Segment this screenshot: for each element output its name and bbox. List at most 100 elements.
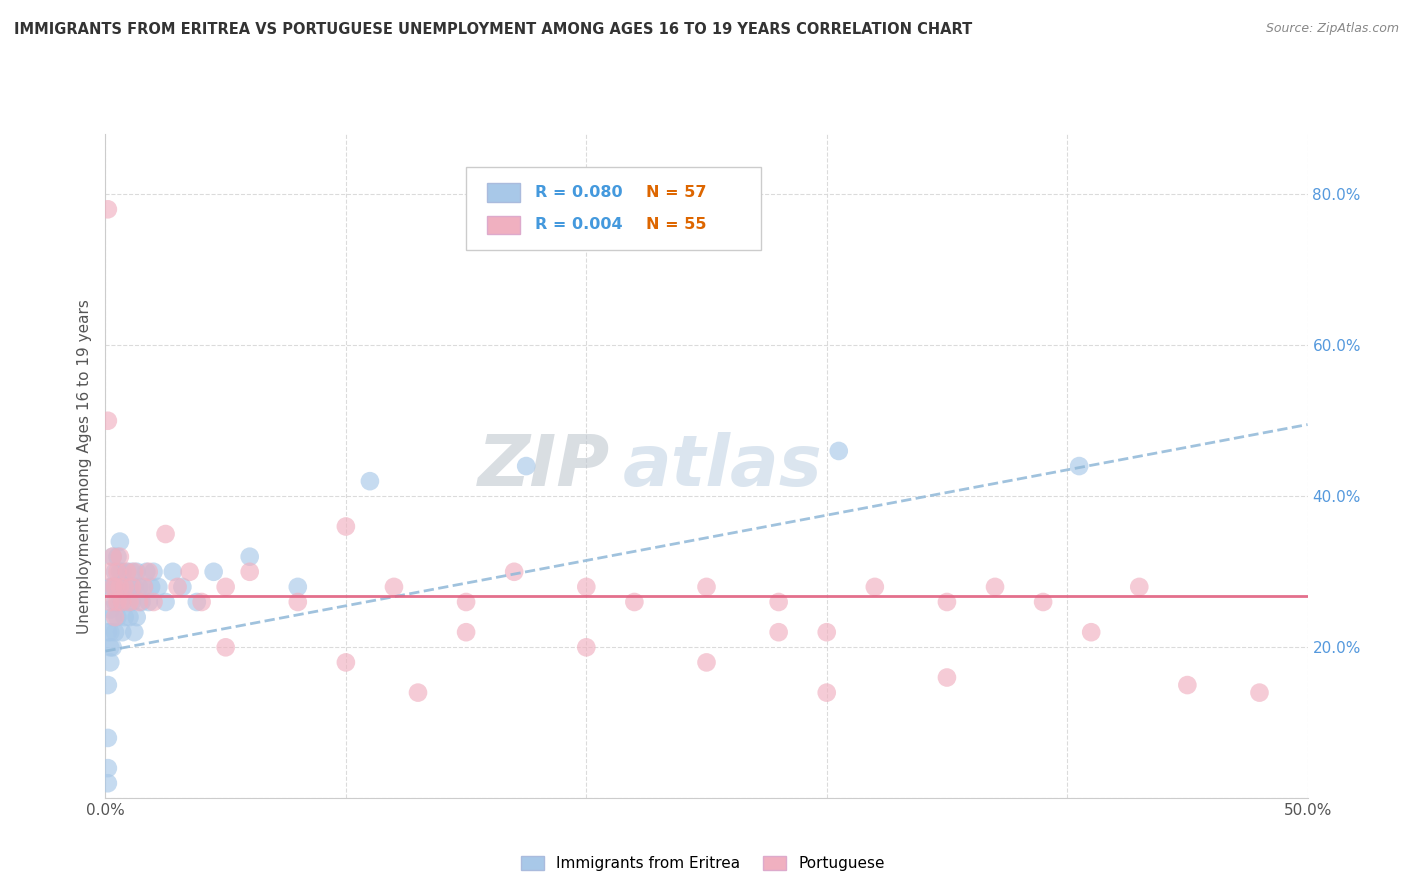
Point	[335, 519, 357, 533]
Point	[111, 595, 134, 609]
Point	[125, 565, 148, 579]
Point	[118, 610, 141, 624]
Point	[97, 625, 120, 640]
Point	[162, 565, 184, 579]
Point	[936, 595, 959, 609]
Point	[936, 671, 959, 685]
Point	[124, 565, 146, 579]
Point	[98, 580, 121, 594]
Text: IMMIGRANTS FROM ERITREA VS PORTUGUESE UNEMPLOYMENT AMONG AGES 16 TO 19 YEARS COR: IMMIGRANTS FROM ERITREA VS PORTUGUESE UN…	[14, 22, 973, 37]
Point	[128, 580, 150, 594]
Point	[335, 656, 357, 670]
Point	[166, 580, 188, 594]
Point	[1128, 580, 1150, 594]
Point	[101, 580, 124, 594]
Point	[863, 580, 886, 594]
Text: N = 55: N = 55	[647, 218, 707, 232]
Point	[768, 595, 790, 609]
Point	[115, 565, 138, 579]
Point	[828, 444, 851, 458]
Point	[815, 625, 838, 640]
Point	[101, 549, 124, 564]
Point	[97, 678, 120, 692]
Text: atlas: atlas	[623, 432, 823, 500]
Point	[111, 595, 134, 609]
Point	[142, 565, 165, 579]
Point	[214, 640, 236, 655]
Point	[98, 602, 121, 616]
Point	[186, 595, 208, 609]
Point	[155, 527, 177, 541]
Point	[108, 565, 131, 579]
Point	[138, 565, 160, 579]
Point	[114, 610, 136, 624]
Point	[575, 640, 598, 655]
Point	[202, 565, 225, 579]
Point	[696, 656, 718, 670]
Point	[148, 580, 170, 594]
Point	[287, 595, 309, 609]
Point	[97, 731, 120, 745]
Point	[503, 565, 526, 579]
Point	[97, 202, 120, 217]
Point	[98, 640, 121, 655]
Point	[98, 656, 121, 670]
Point	[104, 580, 127, 594]
Point	[111, 565, 134, 579]
Point	[131, 595, 153, 609]
Point	[121, 565, 143, 579]
Point	[287, 580, 309, 594]
Point	[239, 565, 262, 579]
Point	[132, 580, 155, 594]
Point	[125, 610, 148, 624]
Text: N = 57: N = 57	[647, 185, 707, 200]
Point	[97, 776, 120, 790]
Point	[121, 580, 143, 594]
Point	[121, 595, 143, 609]
Point	[118, 580, 141, 594]
Point	[138, 595, 160, 609]
Point	[139, 580, 162, 594]
Point	[406, 685, 429, 699]
Point	[107, 549, 129, 564]
Text: ZIP: ZIP	[478, 432, 610, 500]
Point	[454, 595, 477, 609]
Point	[172, 580, 194, 594]
Point	[115, 565, 138, 579]
Point	[114, 580, 136, 594]
Point	[179, 565, 201, 579]
Point	[97, 414, 120, 428]
Bar	[486, 216, 520, 234]
Point	[142, 595, 165, 609]
Point	[515, 459, 537, 474]
Point	[454, 625, 477, 640]
Point	[108, 534, 131, 549]
Point	[107, 595, 129, 609]
Point	[101, 549, 124, 564]
Point	[104, 625, 127, 640]
Text: R = 0.004: R = 0.004	[534, 218, 623, 232]
Text: Source: ZipAtlas.com: Source: ZipAtlas.com	[1265, 22, 1399, 36]
Point	[98, 595, 121, 609]
Point	[1249, 685, 1271, 699]
Point	[107, 565, 129, 579]
Point	[104, 595, 127, 609]
Point	[108, 595, 131, 609]
Point	[107, 580, 129, 594]
Point	[155, 595, 177, 609]
Point	[101, 580, 124, 594]
Point	[98, 625, 121, 640]
Point	[108, 549, 131, 564]
Point	[104, 565, 127, 579]
Point	[107, 610, 129, 624]
Point	[815, 685, 838, 699]
Point	[1175, 678, 1198, 692]
Point	[623, 595, 645, 609]
Point	[696, 580, 718, 594]
Point	[132, 580, 155, 594]
Point	[135, 565, 157, 579]
Point	[118, 595, 141, 609]
Point	[108, 580, 131, 594]
Point	[382, 580, 405, 594]
Point	[111, 625, 134, 640]
